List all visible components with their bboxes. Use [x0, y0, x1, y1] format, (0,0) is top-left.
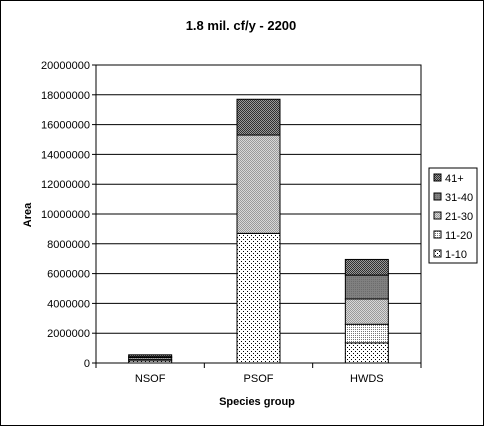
chart-title: 1.8 mil. cf/y - 2200 [186, 18, 297, 33]
legend-swatch-31-40 [433, 192, 442, 201]
y-tick-label: 10000000 [41, 209, 90, 221]
legend-label: 1-10 [445, 249, 467, 261]
legend-label: 41+ [445, 173, 464, 185]
bar-segment-psof-1-10 [236, 232, 281, 364]
x-axis-ticks: NSOF PSOF HWDS [95, 363, 422, 385]
y-tick-label: 4000000 [47, 298, 90, 310]
bars [128, 98, 389, 364]
bar-segment-nsof-41+ [128, 354, 173, 358]
legend-swatch-1-10 [433, 249, 442, 258]
legend-swatch-41+ [433, 173, 442, 182]
y-axis-ticks: 0 2000000 4000000 6000000 8000000 10000000 120… [41, 60, 96, 370]
x-tick-label: NSOF [135, 373, 166, 385]
y-tick-label: 12000000 [41, 179, 90, 191]
bar-segment-hwds-11-20 [344, 323, 389, 344]
y-tick-label: 8000000 [47, 239, 90, 251]
y-axis-title: Area [22, 202, 34, 227]
bar-segment-psof-41+ [236, 98, 281, 136]
legend-swatch-21-30 [433, 211, 442, 220]
legend-label: 31-40 [445, 192, 473, 204]
legend-label: 11-20 [445, 230, 472, 242]
bar-segment-hwds-41+ [344, 258, 389, 276]
y-tick-label: 18000000 [41, 90, 90, 102]
x-tick-label: HWDS [350, 373, 384, 385]
y-tick-label: 2000000 [47, 328, 90, 340]
x-axis-title: Species group [219, 396, 295, 408]
y-tick-label: 6000000 [47, 269, 90, 281]
x-tick-label: PSOF [244, 373, 274, 385]
y-tick-label: 0 [84, 358, 90, 370]
y-tick-label: 16000000 [41, 120, 90, 132]
bar-segment-hwds-31-40 [344, 274, 389, 300]
legend: 41+ 31-40 21-30 11-20 1-10 [428, 167, 478, 264]
legend-swatch-11-20 [433, 230, 442, 239]
bar-segment-hwds-21-30 [344, 298, 389, 325]
y-tick-label: 20000000 [41, 60, 90, 72]
y-tick-label: 14000000 [41, 149, 90, 161]
legend-label: 21-30 [445, 211, 473, 223]
bar-segment-psof-21-30 [236, 134, 281, 234]
bar-segment-hwds-1-10 [344, 342, 389, 364]
